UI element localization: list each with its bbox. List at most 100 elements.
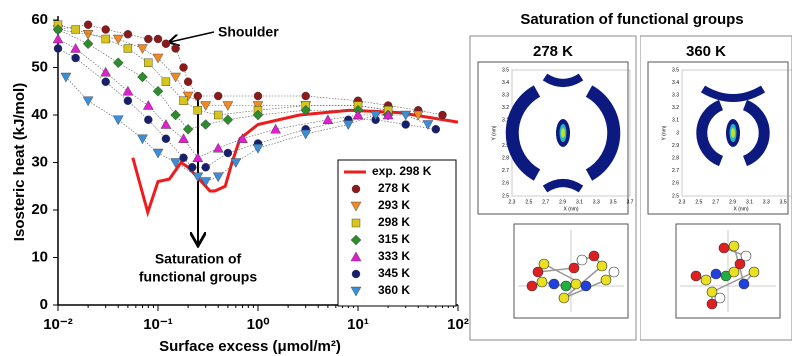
atom xyxy=(729,241,739,251)
heatmap-y-tick: 3.4 xyxy=(672,80,679,86)
atom xyxy=(739,279,749,289)
data-point xyxy=(124,30,132,38)
data-point xyxy=(162,135,170,143)
heatmap-x-label: X (nm) xyxy=(734,206,749,212)
data-point xyxy=(153,149,163,158)
atom xyxy=(749,267,759,277)
heatmap-x-tick: 2.3 xyxy=(509,199,516,205)
data-point xyxy=(124,97,132,105)
panel: 278 K3.53.43.33.23.132.92.82.72.62.52.32… xyxy=(470,36,636,340)
y-tick-label: 30 xyxy=(31,153,48,170)
page: Isosteric heat (kJ/mol) Surface excess (… xyxy=(0,0,796,356)
data-point xyxy=(183,124,193,134)
data-point xyxy=(223,102,233,111)
data-point xyxy=(144,59,152,67)
data-point xyxy=(72,26,80,34)
data-point xyxy=(180,97,188,105)
heatmap-x-tick: 2.5 xyxy=(525,199,532,205)
heatmap-x-tick: 3.7 xyxy=(627,199,634,205)
heatmap-y-tick: 2.8 xyxy=(502,156,509,162)
data-point xyxy=(179,134,189,143)
panel-title: 360 K xyxy=(686,43,726,60)
x-tick-label: 10⁻² xyxy=(43,316,73,333)
data-point xyxy=(61,73,71,82)
heatmap-x-tick: 3.5 xyxy=(610,199,617,205)
data-point xyxy=(153,54,163,63)
y-tick-label: 0 xyxy=(40,296,48,313)
data-point xyxy=(194,106,202,114)
series-line xyxy=(58,39,388,158)
data-point xyxy=(171,73,181,82)
panels: 278 K 3.5 3.4 3.3 3.2 3.1 3 2.9 2.8 2.7 2.6 2.5 2.3 2… xyxy=(470,36,796,340)
data-point xyxy=(101,67,111,76)
heatmap-y-tick: 3.5 xyxy=(502,67,509,73)
heatmap-y-tick: 3.3 xyxy=(502,93,509,99)
data-point xyxy=(301,130,311,139)
heatmap-x-tick: 2.3 xyxy=(679,199,686,205)
legend-swatch xyxy=(352,219,360,227)
heatmap-y-tick: 3.1 xyxy=(672,118,679,124)
legend-label: 345 K xyxy=(378,266,410,280)
data-point xyxy=(153,86,163,96)
data-point xyxy=(113,35,123,44)
y-tick-label: 40 xyxy=(31,106,48,123)
atom xyxy=(527,281,537,291)
data-point xyxy=(53,34,63,43)
atom xyxy=(571,279,581,289)
heatmap-x-tick: 3.1 xyxy=(576,199,583,205)
heatmap-y-tick: 3 xyxy=(676,130,679,136)
data-point xyxy=(223,115,233,125)
heatmap-y-tick: 2.9 xyxy=(672,143,679,149)
legend-label: 298 K xyxy=(378,215,410,229)
data-point xyxy=(253,144,263,153)
heatmap-x-tick: 2.9 xyxy=(729,199,736,205)
data-point xyxy=(102,35,110,43)
atom xyxy=(741,251,751,261)
data-point xyxy=(423,121,433,130)
legend-label: 333 K xyxy=(378,249,410,263)
data-point xyxy=(193,153,203,162)
atom xyxy=(601,275,611,285)
heatmap-x-tick: 2.7 xyxy=(542,199,549,205)
legend-swatch xyxy=(352,185,360,193)
atom xyxy=(577,255,587,265)
heatmap-y-tick: 3.2 xyxy=(672,105,679,111)
x-tick-label: 10⁻¹ xyxy=(143,316,173,333)
data-point xyxy=(72,54,80,62)
legend-label: 315 K xyxy=(378,232,410,246)
data-point xyxy=(102,78,110,86)
atom xyxy=(691,271,701,281)
atom xyxy=(581,281,591,291)
data-point xyxy=(113,116,123,125)
heatmap-x-label: X (nm) xyxy=(564,206,579,212)
x-tick-label: 10² xyxy=(447,316,469,333)
heatmap-y-tick: 2.7 xyxy=(672,168,679,174)
panel-title: 278 K xyxy=(533,43,573,60)
legend-label: exp. 298 K xyxy=(372,164,432,178)
heatmap-y-tick: 2.6 xyxy=(502,181,509,187)
data-point xyxy=(213,173,223,182)
figure: Isosteric heat (kJ/mol) Surface excess (… xyxy=(0,0,796,356)
heatmap-y-tick: 3.4 xyxy=(502,80,509,86)
data-point xyxy=(83,39,93,49)
data-point xyxy=(124,45,132,53)
series-line xyxy=(58,49,436,168)
data-point xyxy=(432,125,440,133)
data-point xyxy=(138,135,148,144)
data-point xyxy=(214,111,222,119)
legend-swatch xyxy=(352,270,360,278)
data-point xyxy=(254,92,262,100)
y-axis-title: Isosteric heat (kJ/mol) xyxy=(11,83,28,241)
data-point xyxy=(144,116,152,124)
data-point xyxy=(214,92,222,100)
data-point xyxy=(102,26,110,34)
data-point xyxy=(172,45,180,53)
data-point xyxy=(439,111,447,119)
data-point xyxy=(71,44,81,53)
data-point xyxy=(201,102,211,111)
data-point xyxy=(143,101,153,110)
y-tick-label: 60 xyxy=(31,11,48,28)
annotation: Saturation of xyxy=(155,251,242,267)
heatmap-y-tick: 3.2 xyxy=(502,105,509,111)
